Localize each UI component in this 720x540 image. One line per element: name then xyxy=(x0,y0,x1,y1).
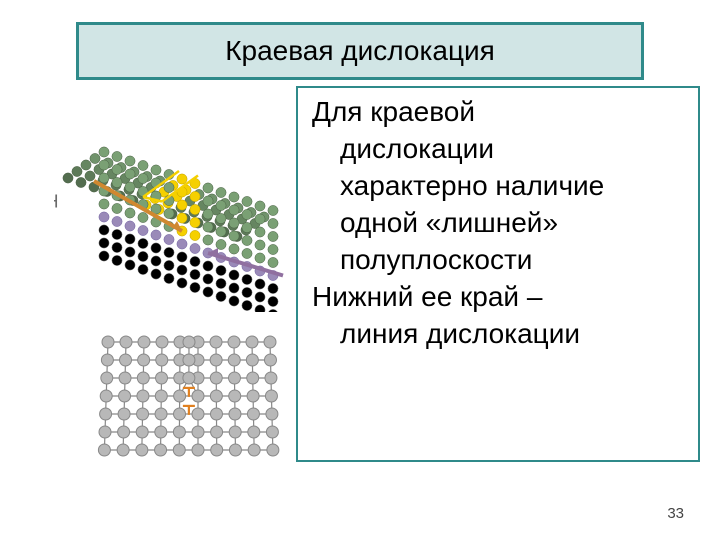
body-frame: Для краевой дислокации характерно наличи… xyxy=(296,86,700,462)
edge-dislocation-3d-diagram: H xyxy=(54,92,314,312)
body-p1-l5: полуплоскости xyxy=(312,242,684,277)
body-p2-l1: Нижний ее край – xyxy=(312,279,684,314)
svg-text:H: H xyxy=(54,191,59,211)
body-p1-l3: характерно наличие xyxy=(312,168,684,203)
body-p1-l1: Для краевой xyxy=(312,94,684,129)
title-frame: Краевая дислокация xyxy=(76,22,644,80)
edge-dislocation-2d-diagram xyxy=(92,328,298,478)
body-text: Для краевой дислокации характерно наличи… xyxy=(312,94,684,351)
body-p1-l4: одной «лишней» xyxy=(312,205,684,240)
page-number: 33 xyxy=(667,505,684,522)
lattice-2d-svg xyxy=(92,328,298,478)
slide-title: Краевая дислокация xyxy=(225,35,495,67)
body-p2-l2: линия дислокации xyxy=(312,316,684,351)
body-p1-l2: дислокации xyxy=(312,131,684,166)
lattice-3d-svg: H xyxy=(54,92,314,312)
